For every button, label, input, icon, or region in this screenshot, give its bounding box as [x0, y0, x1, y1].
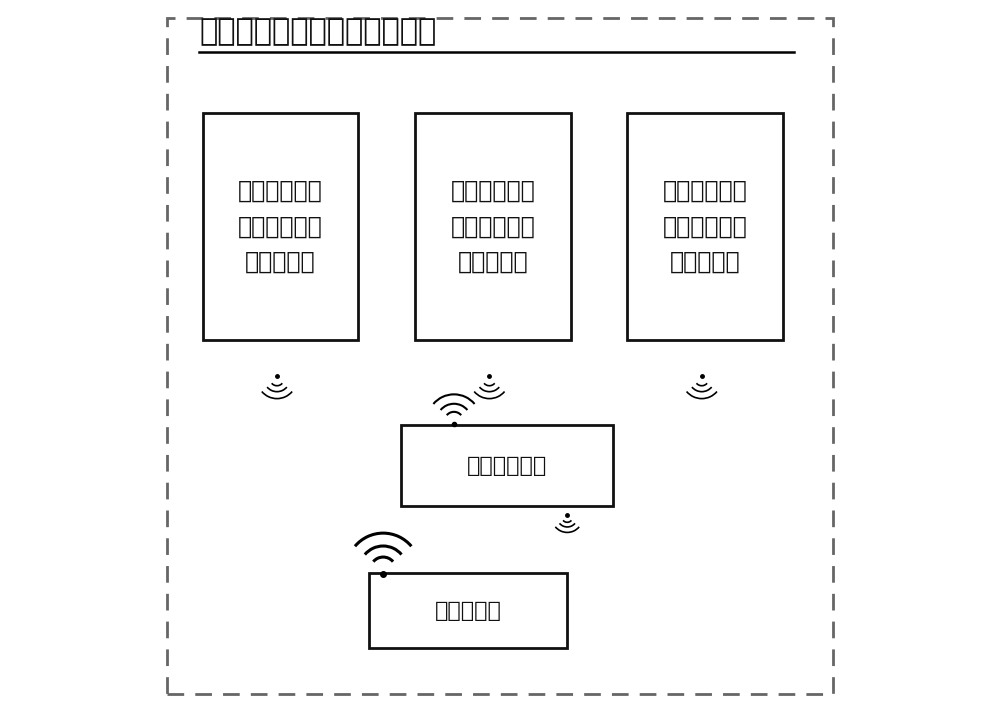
Text: 环境试验设备温湿度测试系统: 环境试验设备温湿度测试系统: [199, 17, 436, 46]
Text: 带有数据发送
功能的温湿度
传感器节点: 带有数据发送 功能的温湿度 传感器节点: [663, 179, 748, 274]
FancyBboxPatch shape: [369, 573, 567, 648]
FancyBboxPatch shape: [627, 113, 783, 340]
Text: 云端服务器: 云端服务器: [435, 600, 502, 621]
FancyBboxPatch shape: [401, 425, 613, 506]
FancyBboxPatch shape: [415, 113, 571, 340]
Text: 带有数据发送
功能的温湿度
传感器节点: 带有数据发送 功能的温湿度 传感器节点: [451, 179, 535, 274]
Text: 数据接收节点: 数据接收节点: [467, 455, 547, 476]
FancyBboxPatch shape: [203, 113, 358, 340]
Text: 带有数据发送
功能的温湿度
传感器节点: 带有数据发送 功能的温湿度 传感器节点: [238, 179, 323, 274]
